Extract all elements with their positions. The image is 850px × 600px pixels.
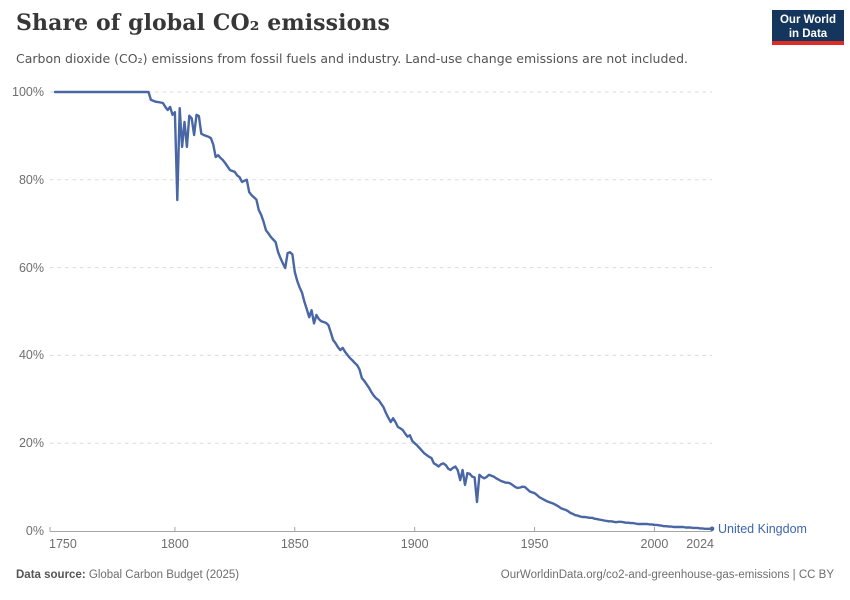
x-axis-tick-label: 1900 bbox=[400, 537, 429, 551]
series-end-dot bbox=[709, 526, 715, 532]
y-axis-tick-label: 20% bbox=[18, 436, 44, 451]
y-axis-tick-label: 0% bbox=[25, 524, 44, 538]
y-axis-tick-label: 80% bbox=[18, 172, 44, 187]
owid-logo[interactable]: Our World in Data bbox=[772, 10, 844, 45]
series-line-united-kingdom[interactable] bbox=[53, 90, 714, 530]
x-axis-tick-label: 1800 bbox=[160, 537, 189, 551]
y-axis-tick-label: 40% bbox=[18, 348, 44, 363]
footer-url-license: OurWorldinData.org/co2-and-greenhouse-ga… bbox=[500, 569, 834, 581]
chart-title: Share of global CO₂ emissions bbox=[16, 10, 390, 36]
logo-text-line1: Our World bbox=[779, 14, 836, 26]
data-source-text: Global Carbon Budget (2025) bbox=[88, 569, 240, 581]
x-axis-tick-label: 2024 bbox=[686, 537, 714, 551]
x-axis-tick-label: 2000 bbox=[640, 537, 669, 551]
x-axis-tick-label: 1950 bbox=[520, 537, 549, 551]
x-axis-tick-label: 1850 bbox=[280, 537, 309, 551]
x-axis-tick-label: 1750 bbox=[49, 537, 77, 551]
data-source-label: Data source: bbox=[16, 569, 86, 581]
y-axis-tick-label: 60% bbox=[18, 260, 44, 275]
data-source: Data source: Global Carbon Budget (2025) bbox=[16, 569, 239, 581]
y-axis-tick-label: 100% bbox=[12, 85, 44, 99]
chart-subtitle: Carbon dioxide (CO₂) emissions from foss… bbox=[16, 51, 689, 66]
logo-text-line2: in Data bbox=[788, 28, 828, 40]
entity-label[interactable]: United Kingdom bbox=[718, 521, 807, 536]
